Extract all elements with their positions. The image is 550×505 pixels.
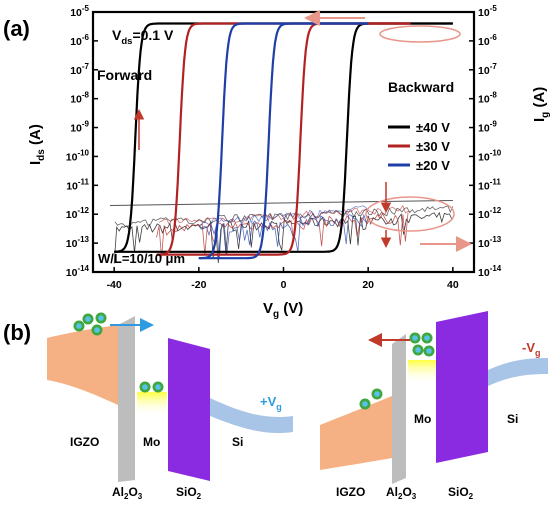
sio2-barrier-right <box>436 311 488 463</box>
bottom-loop-ellipse <box>365 196 455 232</box>
y2-tick-label-5: 10-9 <box>478 120 497 135</box>
y-tick-label-9: 10-5 <box>70 4 89 19</box>
band-diagram-positive: IGZO Mo Si +Vg Al2O3 SiO2 <box>47 312 293 501</box>
y-axis-label-left: Ids (A) <box>27 124 47 165</box>
y-tick-label-5: 10-9 <box>70 120 89 135</box>
legend-text-40: ±40 V <box>416 120 450 135</box>
y2-tick-label-7: 10-7 <box>478 62 497 77</box>
legend-text-20: ±20 V <box>416 158 450 173</box>
y2-tick-label-1: 10-13 <box>478 235 502 250</box>
y-tick-label-4: 10-10 <box>66 148 90 163</box>
vds-annotation: Vds=0.1 V <box>112 27 174 47</box>
curve-backward-2 <box>198 22 369 260</box>
y-axis-label-right: Ig (A) <box>531 87 550 122</box>
mo-glow-left <box>137 392 167 416</box>
gate-leakage-0 <box>113 211 453 264</box>
al2o3-barrier-left <box>118 316 135 482</box>
y2-tick-label-0: 10-14 <box>478 264 502 279</box>
al2o3-label-right: Al2O3 <box>386 485 417 501</box>
x-tick-label-0: -40 <box>107 279 122 291</box>
gate-leakage-return-1 <box>158 204 411 226</box>
forward-label: Forward <box>97 67 152 83</box>
sio2-barrier-left <box>168 338 210 481</box>
mo-label-right: Mo <box>414 412 431 426</box>
igzo-band-left <box>47 325 118 405</box>
backward-label: Backward <box>388 79 454 95</box>
gate-leakage-return-0 <box>114 205 454 227</box>
y2-tick-label-6: 10-8 <box>478 91 497 106</box>
transfer-curves <box>114 22 453 260</box>
gate-leakage-envelope <box>109 199 453 207</box>
y-tick-label-1: 10-13 <box>66 235 90 250</box>
band-diagram-negative: IGZO Mo Si -Vg Al2O3 SiO2 <box>320 311 548 501</box>
sio2-label-left: SiO2 <box>176 485 202 501</box>
bias-label-right: -Vg <box>522 340 541 358</box>
electrons-igzo-right <box>359 388 383 410</box>
x-tick-label-4: 40 <box>447 279 459 291</box>
si-label-right: Si <box>507 412 518 426</box>
x-axis-label: Vg (V) <box>263 300 303 320</box>
wl-annotation: W/L=10/10 μm <box>98 251 185 266</box>
panel-b-label: (b) <box>3 320 31 345</box>
y2-tick-label-8: 10-6 <box>478 33 497 48</box>
si-band-left <box>210 398 293 434</box>
x-tick-label-2: 0 <box>281 279 287 291</box>
top-loop-ellipse <box>379 25 461 43</box>
y2-tick-label-2: 10-12 <box>478 206 502 221</box>
mo-label-left: Mo <box>143 435 160 449</box>
si-band-right <box>488 358 548 386</box>
legend-text-30: ±30 V <box>416 139 450 154</box>
gate-leakage-return-2 <box>200 205 369 227</box>
mo-glow-right <box>408 360 436 384</box>
al2o3-label-left: Al2O3 <box>112 485 143 501</box>
igzo-label-right: IGZO <box>336 485 365 499</box>
bias-label-left: +Vg <box>260 394 282 412</box>
gate-leakage-traces <box>109 199 454 264</box>
panel-a-label: (a) <box>3 16 30 41</box>
y2-tick-label-3: 10-11 <box>478 177 501 192</box>
sweep-arrows <box>133 10 472 252</box>
y-tick-label-6: 10-8 <box>70 91 89 106</box>
y-tick-label-7: 10-7 <box>70 62 89 77</box>
legend: ±40 V ±30 V ±20 V <box>388 120 450 173</box>
axis-ticks: -40 -20 0 20 40 10-14 10-14 10-13 10-13 10-12 10-1… <box>66 4 502 291</box>
electrons-mo-right <box>409 332 435 357</box>
igzo-band-right <box>320 396 392 470</box>
x-tick-label-3: 20 <box>362 279 374 291</box>
igzo-label-left: IGZO <box>70 435 99 449</box>
si-label-left: Si <box>232 435 243 449</box>
sio2-label-right: SiO2 <box>448 485 474 501</box>
y2-tick-label-9: 10-5 <box>478 4 497 19</box>
y-tick-label-0: 10-14 <box>66 264 90 279</box>
al2o3-barrier-right <box>392 334 406 484</box>
y-tick-label-8: 10-6 <box>70 33 89 48</box>
y2-tick-label-4: 10-10 <box>478 148 502 163</box>
electrons-mo-left <box>139 381 164 393</box>
x-tick-label-1: -20 <box>191 279 206 291</box>
y-tick-label-3: 10-11 <box>66 177 89 192</box>
electrons-left-top <box>73 312 107 336</box>
y-tick-label-2: 10-12 <box>66 206 90 221</box>
